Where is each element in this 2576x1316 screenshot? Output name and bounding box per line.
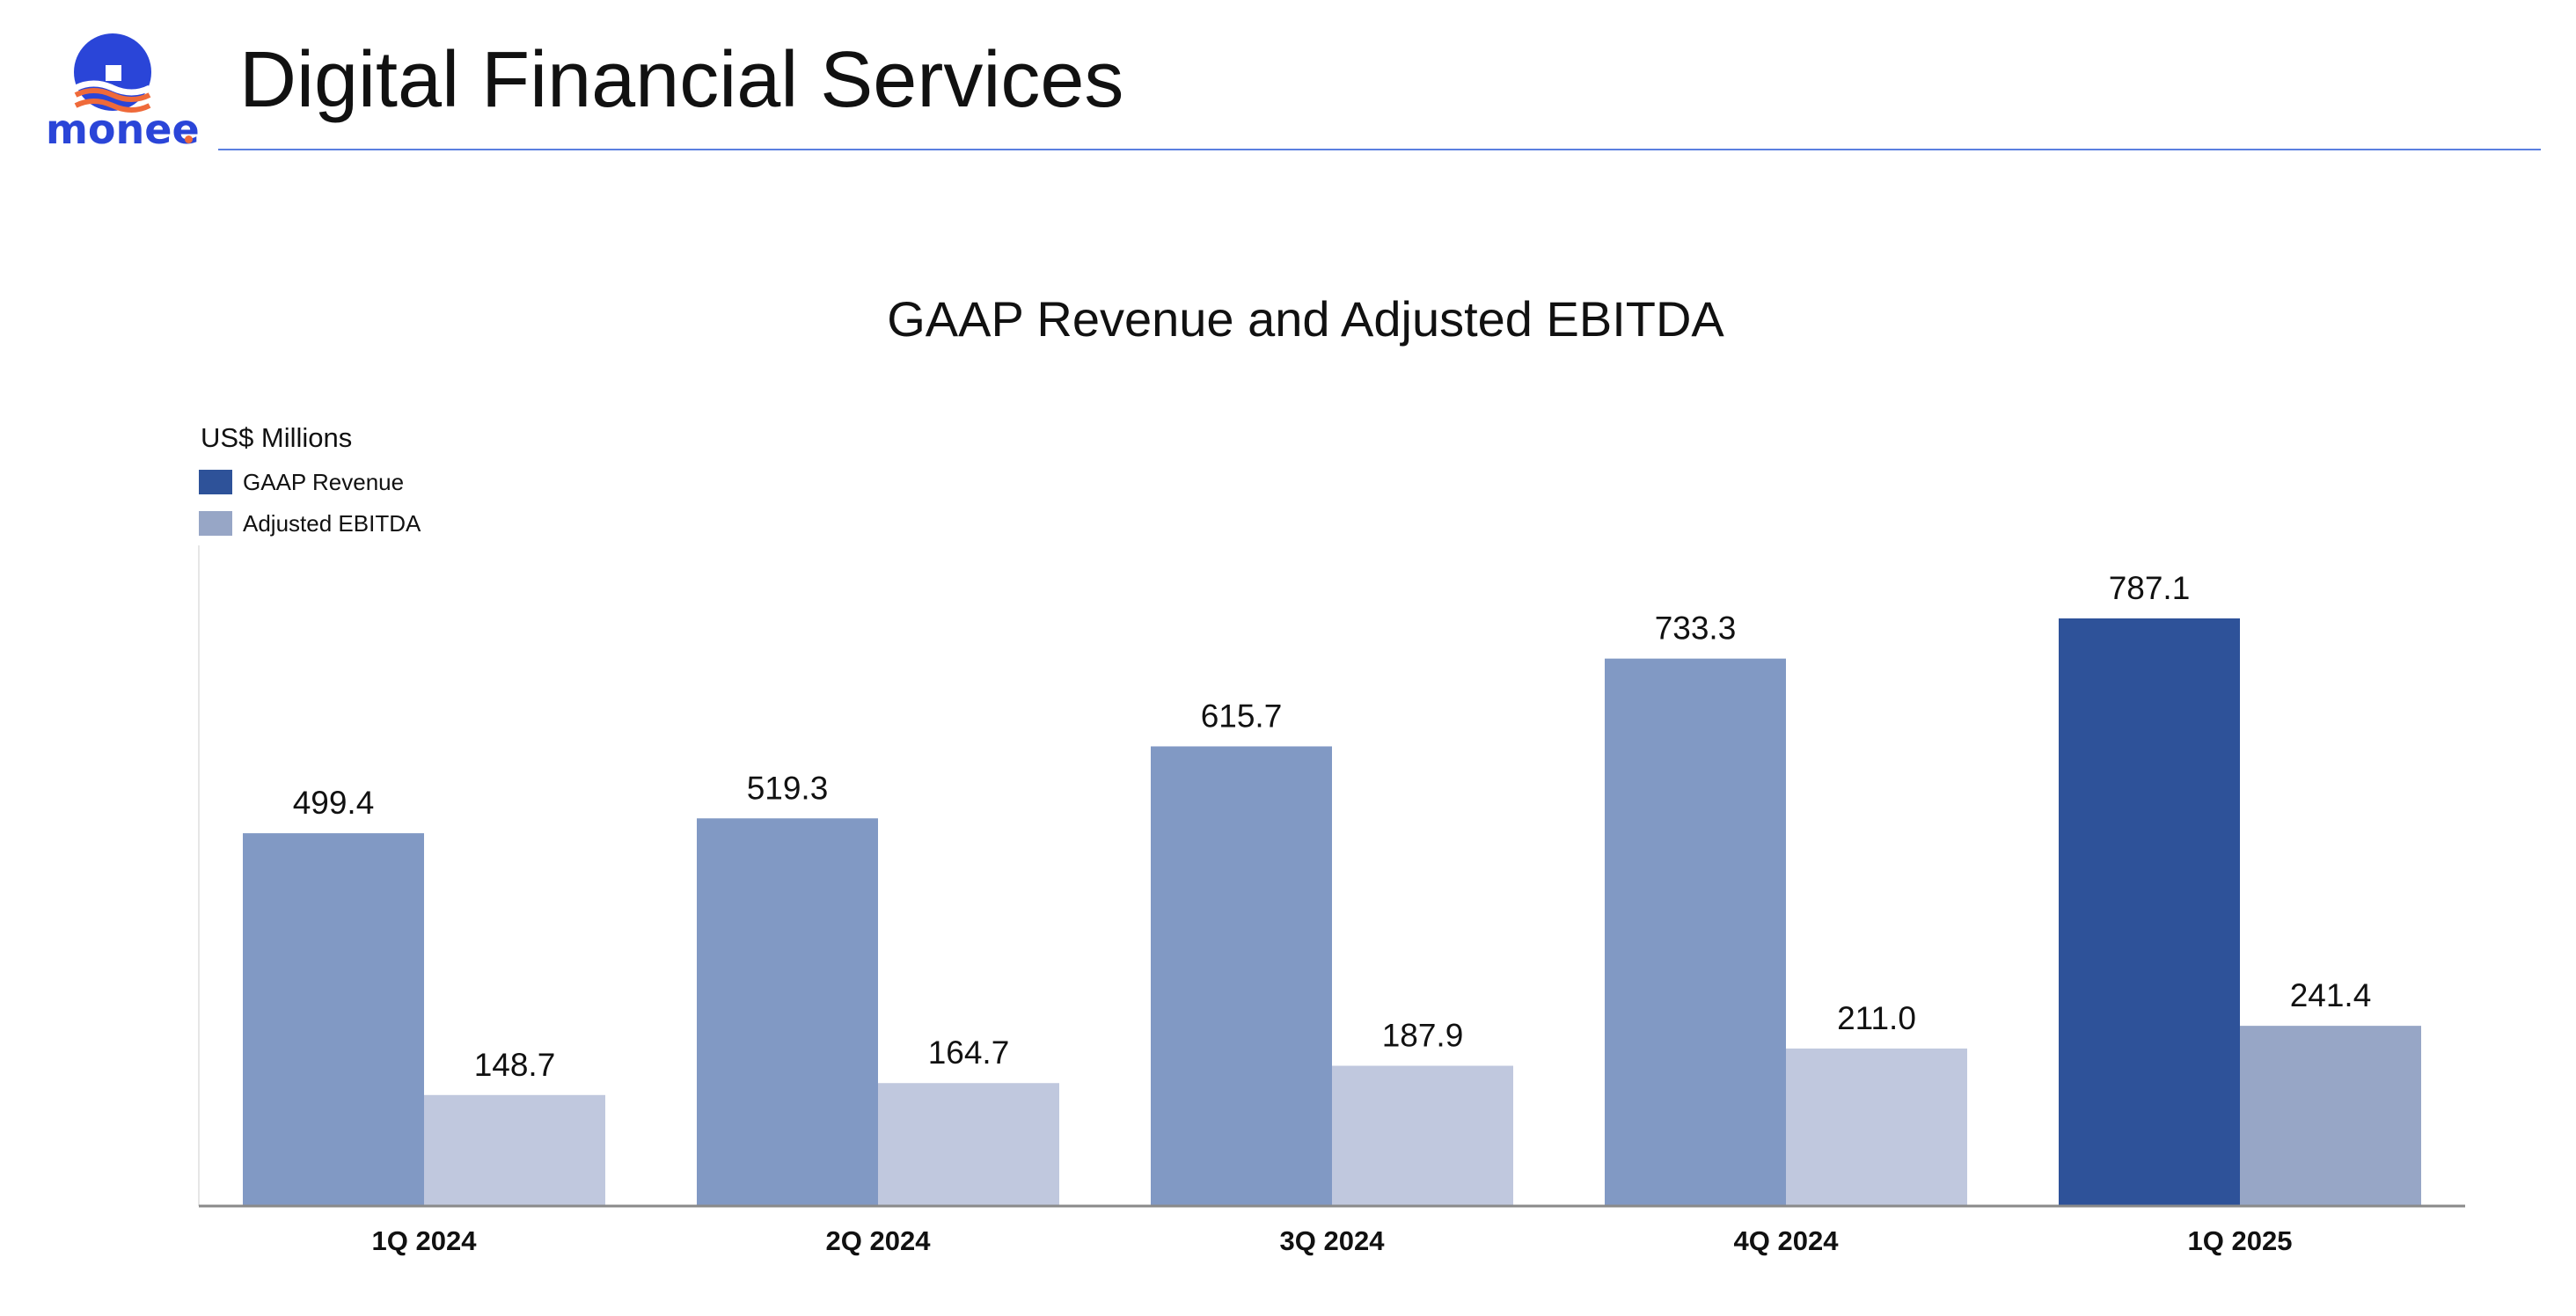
data-label-adjusted-ebitda-1q-2024: 148.7 bbox=[474, 1047, 556, 1083]
logo-wordmark: monee bbox=[46, 106, 200, 153]
data-label-gaap-revenue-4q-2024: 733.3 bbox=[1655, 610, 1737, 647]
bar-adjusted-ebitda-2q-2024 bbox=[878, 1083, 1059, 1206]
bar-adjusted-ebitda-4q-2024 bbox=[1786, 1048, 1967, 1206]
data-label-adjusted-ebitda-1q-2025: 241.4 bbox=[2290, 977, 2372, 1013]
logo-mark-icon bbox=[74, 33, 151, 113]
x-tick-label-1q-2025: 1Q 2025 bbox=[2188, 1225, 2293, 1256]
legend-label-gaap-revenue: GAAP Revenue bbox=[243, 469, 404, 495]
header-divider bbox=[218, 149, 2541, 150]
bar-adjusted-ebitda-1q-2024 bbox=[424, 1094, 605, 1206]
data-label-adjusted-ebitda-2q-2024: 164.7 bbox=[928, 1035, 1010, 1071]
bar-gaap-revenue-3q-2024 bbox=[1151, 746, 1332, 1206]
page-title: Digital Financial Services bbox=[239, 36, 1124, 124]
legend-label-adjusted-ebitda: Adjusted EBITDA bbox=[243, 510, 421, 537]
bar-gaap-revenue-1q-2025 bbox=[2059, 618, 2240, 1206]
x-axis-tick-labels: 1Q 2024 2Q 2024 3Q 2024 4Q 2024 1Q 2025 bbox=[372, 1225, 2293, 1256]
data-label-adjusted-ebitda-3q-2024: 187.9 bbox=[1382, 1018, 1464, 1054]
legend-swatch-gaap-revenue bbox=[199, 470, 232, 494]
x-tick-label-1q-2024: 1Q 2024 bbox=[372, 1225, 478, 1256]
data-label-gaap-revenue-1q-2025: 787.1 bbox=[2109, 570, 2191, 606]
monee-logo bbox=[35, 28, 202, 160]
data-label-gaap-revenue-3q-2024: 615.7 bbox=[1201, 698, 1283, 734]
legend-swatch-adjusted-ebitda bbox=[199, 511, 232, 536]
data-label-gaap-revenue-2q-2024: 519.3 bbox=[747, 770, 829, 806]
legend: GAAP Revenue Adjusted EBITDA bbox=[199, 469, 421, 537]
bar-adjusted-ebitda-1q-2025 bbox=[2240, 1026, 2421, 1206]
bars-group: 499.4 148.7 519.3 164.7 615.7 187.9 733.3 211.0… bbox=[243, 570, 2421, 1206]
bar-gaap-revenue-1q-2024 bbox=[243, 833, 424, 1206]
x-tick-label-2q-2024: 2Q 2024 bbox=[826, 1225, 932, 1256]
unit-label: US$ Millions bbox=[201, 422, 352, 453]
x-tick-label-3q-2024: 3Q 2024 bbox=[1280, 1225, 1386, 1256]
data-label-gaap-revenue-1q-2024: 499.4 bbox=[293, 785, 375, 821]
x-tick-label-4q-2024: 4Q 2024 bbox=[1734, 1225, 1840, 1256]
bar-adjusted-ebitda-3q-2024 bbox=[1332, 1065, 1513, 1206]
data-label-adjusted-ebitda-4q-2024: 211.0 bbox=[1837, 1000, 1916, 1036]
bar-gaap-revenue-4q-2024 bbox=[1605, 658, 1786, 1206]
logo-dot bbox=[185, 135, 193, 143]
chart-title: GAAP Revenue and Adjusted EBITDA bbox=[887, 291, 1724, 347]
bar-gaap-revenue-2q-2024 bbox=[697, 818, 878, 1206]
